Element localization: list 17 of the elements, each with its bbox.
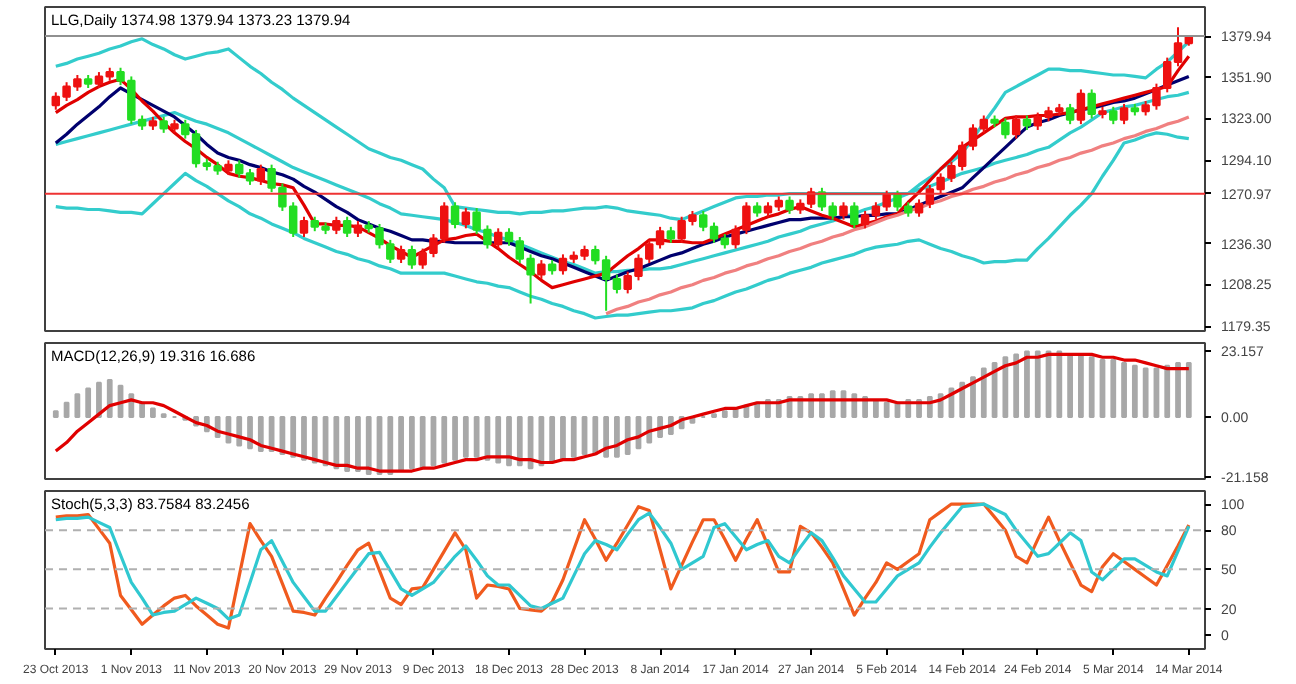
candlestick <box>1087 88 1096 120</box>
candlestick <box>461 207 471 230</box>
line-series <box>54 131 1191 320</box>
line-series <box>604 115 1191 316</box>
candlestick <box>299 215 309 238</box>
candlestick <box>1076 88 1086 126</box>
candlestick <box>407 244 417 270</box>
candlestick <box>493 227 503 250</box>
candlestick <box>450 201 460 230</box>
candlestick <box>1119 102 1129 126</box>
candlestick <box>342 215 352 238</box>
candlestick <box>537 259 546 280</box>
candlestick <box>1065 102 1075 126</box>
candlestick <box>1011 114 1021 140</box>
candlestick <box>256 163 266 186</box>
line-series <box>54 352 1191 473</box>
candlestick <box>850 201 859 230</box>
